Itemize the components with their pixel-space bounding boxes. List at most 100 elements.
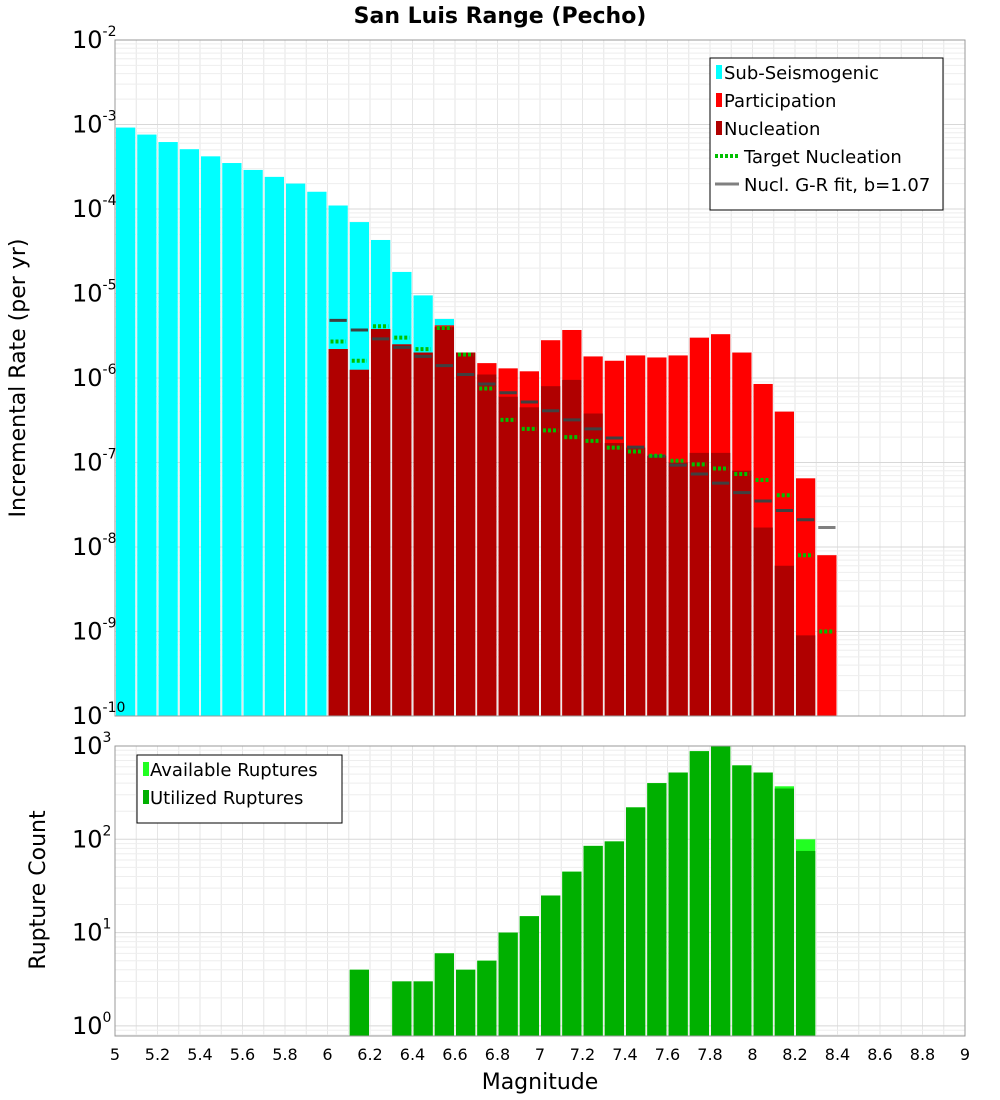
y-tick-base: 10	[72, 732, 103, 760]
x-tick-label: 5	[110, 1045, 120, 1064]
count-plot-frame	[114, 745, 966, 1037]
x-tick-label: 5.6	[230, 1045, 255, 1064]
legend-swatch	[716, 93, 722, 107]
count-plot-legend: Available Ruptures Utilized Ruptures	[136, 754, 343, 824]
legend-label: Sub-Seismogenic	[724, 63, 879, 84]
x-tick-label: 9	[960, 1045, 970, 1064]
x-tick-label: 7.4	[612, 1045, 637, 1064]
legend-label: Participation	[724, 91, 836, 112]
x-tick-label: 8.6	[867, 1045, 892, 1064]
utilized-ruptures-bar	[647, 783, 667, 1036]
chart-title: San Luis Range (Pecho)	[354, 4, 647, 29]
utilized-ruptures-bar	[456, 969, 476, 1036]
y-tick-label: 102	[72, 823, 111, 853]
x-tick-label: 6.4	[400, 1045, 425, 1064]
y-tick-exponent: 0	[103, 1010, 112, 1026]
y-tick-label: 103	[72, 730, 111, 760]
y-tick-exponent: 2	[103, 823, 112, 839]
legend-swatch	[143, 790, 149, 804]
y-tick-label: 10-7	[72, 447, 117, 477]
x-tick-label: 6.2	[357, 1045, 382, 1064]
y-tick-exponent: 3	[103, 730, 112, 746]
legend-label: Nucl. G-R fit, b=1.07	[744, 175, 930, 196]
sub-seismogenic-bar	[179, 149, 199, 716]
nucleation-bar	[392, 344, 412, 716]
y-tick-exponent: -10	[103, 700, 126, 716]
y-tick-base: 10	[72, 702, 103, 730]
y-tick-base: 10	[72, 26, 103, 54]
x-tick-label: 6	[322, 1045, 332, 1064]
y-tick-label: 10-6	[72, 362, 117, 392]
nucleation-bar	[753, 527, 773, 716]
legend-swatch	[716, 65, 722, 79]
nucleation-bar	[456, 352, 476, 716]
utilized-ruptures-bar	[668, 772, 688, 1036]
utilized-ruptures-bar	[774, 788, 794, 1036]
sub-seismogenic-bar	[116, 127, 136, 716]
nucleation-bar	[796, 635, 816, 716]
legend-box	[136, 754, 343, 824]
y-tick-base: 10	[72, 1012, 103, 1040]
x-tick-label: 5.8	[272, 1045, 297, 1064]
x-axis-label: Magnitude	[482, 1070, 599, 1095]
nucleation-bar	[732, 470, 752, 716]
x-tick-label: 7	[535, 1045, 545, 1064]
utilized-ruptures-bar	[562, 871, 582, 1036]
y-tick-label: 100	[72, 1010, 111, 1040]
legend-swatch	[716, 121, 722, 135]
nucleation-bar	[626, 447, 646, 716]
count-plot-x-ticks: 5 5.2 5.4 5.6 5.8 6 6.2 6.4 6.6 6.8 7 7.2 7.4 7.6 7.8 8…	[110, 1045, 970, 1064]
y-tick-label: 10-10	[72, 700, 125, 730]
x-tick-label: 6.6	[442, 1045, 467, 1064]
y-tick-base: 10	[72, 111, 103, 139]
utilized-ruptures-bar	[604, 841, 624, 1036]
utilized-ruptures-bar	[349, 969, 369, 1036]
x-tick-label: 5.4	[187, 1045, 212, 1064]
sub-seismogenic-bar	[307, 191, 327, 717]
utilized-ruptures-bar	[583, 845, 603, 1036]
nucleation-bar	[498, 396, 518, 716]
nucleation-bar	[774, 565, 794, 716]
nucleation-bar	[434, 327, 454, 716]
y-tick-base: 10	[72, 919, 103, 947]
y-tick-base: 10	[72, 364, 103, 392]
y-tick-base: 10	[72, 449, 103, 477]
y-tick-label: 10-3	[72, 109, 117, 139]
nucleation-bar	[562, 379, 582, 716]
utilized-ruptures-bar	[732, 765, 752, 1036]
utilized-ruptures-bar	[689, 751, 709, 1036]
y-tick-exponent: -7	[103, 447, 117, 463]
legend-label: Utilized Ruptures	[150, 788, 303, 809]
count-plot-y-axis-label: Rupture Count	[26, 810, 51, 970]
y-tick-base: 10	[72, 195, 103, 223]
rate-plot-y-axis-label: Incremental Rate (per yr)	[6, 239, 31, 518]
utilized-ruptures-bar	[498, 932, 518, 1036]
nucleation-bar	[349, 369, 369, 716]
nucleation-bar	[668, 462, 688, 716]
x-tick-label: 6.8	[485, 1045, 510, 1064]
y-tick-exponent: -5	[103, 278, 117, 294]
nucleation-bar	[583, 413, 603, 716]
x-tick-label: 8	[747, 1045, 757, 1064]
y-tick-exponent: 1	[103, 917, 112, 933]
x-tick-label: 7.2	[570, 1045, 595, 1064]
y-tick-exponent: -6	[103, 362, 117, 378]
y-tick-exponent: -2	[103, 24, 117, 40]
nucleation-bar	[647, 455, 667, 716]
utilized-ruptures-bar	[626, 807, 646, 1036]
y-tick-base: 10	[72, 280, 103, 308]
x-tick-label: 7.6	[655, 1045, 680, 1064]
x-tick-label: 5.2	[145, 1045, 170, 1064]
legend-swatch	[143, 762, 149, 776]
sub-seismogenic-bar	[137, 134, 157, 716]
rate-plot-legend: Sub-Seismogenic Participation Nucleation Ta…	[709, 57, 944, 211]
utilized-ruptures-bar	[796, 850, 816, 1036]
y-tick-label: 10-2	[72, 24, 117, 54]
sub-seismogenic-bar	[158, 142, 178, 716]
y-tick-exponent: -8	[103, 531, 117, 547]
nucleation-bar	[477, 374, 497, 716]
